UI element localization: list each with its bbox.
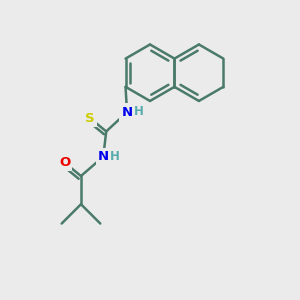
Text: N: N: [98, 150, 109, 163]
Text: S: S: [85, 112, 95, 124]
Text: N: N: [122, 106, 133, 118]
Text: H: H: [134, 105, 143, 118]
Text: H: H: [110, 150, 119, 163]
Text: O: O: [59, 156, 70, 169]
